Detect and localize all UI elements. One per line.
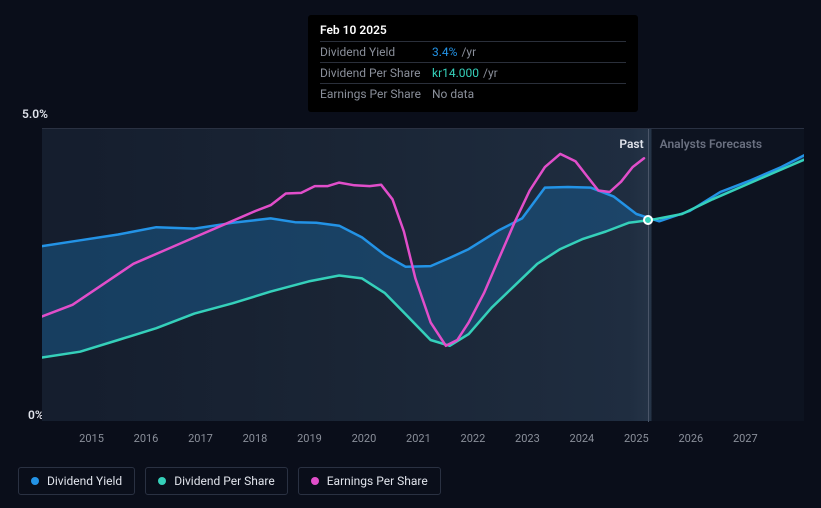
tooltip-row: Earnings Per ShareNo data <box>320 83 626 104</box>
x-tick: 2026 <box>678 432 703 445</box>
past-region-label: Past <box>619 137 643 151</box>
x-tick: 2018 <box>243 432 268 445</box>
legend-dot-icon <box>31 477 39 485</box>
x-tick: 2019 <box>297 432 322 445</box>
legend-item[interactable]: Dividend Per Share <box>145 467 288 495</box>
x-tick: 2021 <box>406 432 431 445</box>
legend-item-label: Dividend Per Share <box>174 474 275 488</box>
tooltip-row-label: Dividend Yield <box>320 45 432 59</box>
tooltip-row: Dividend Per Sharekr14.000/yr <box>320 62 626 83</box>
tooltip-row-value: kr14.000/yr <box>432 66 498 80</box>
chart-plot-area[interactable]: Past Analysts Forecasts <box>42 128 804 421</box>
tooltip-row-label: Dividend Per Share <box>320 66 432 80</box>
x-tick: 2025 <box>624 432 649 445</box>
tooltip-row-value: No data <box>432 87 474 101</box>
y-axis-max: 5.0% <box>22 107 48 121</box>
legend-dot-icon <box>158 477 166 485</box>
chart-svg <box>42 129 804 422</box>
cursor-dot <box>643 215 653 225</box>
legend-item-label: Earnings Per Share <box>327 474 428 488</box>
cursor-line <box>648 129 649 422</box>
legend: Dividend Yield Dividend Per Share Earnings… <box>18 467 441 495</box>
legend-item-label: Dividend Yield <box>47 474 122 488</box>
legend-dot-icon <box>311 477 319 485</box>
tooltip-date: Feb 10 2025 <box>320 23 626 41</box>
tooltip-row: Dividend Yield3.4%/yr <box>320 41 626 62</box>
tooltip-row-label: Earnings Per Share <box>320 87 432 101</box>
x-tick: 2022 <box>461 432 486 445</box>
tooltip-row-value: 3.4%/yr <box>432 45 476 59</box>
x-tick: 2020 <box>352 432 377 445</box>
legend-item[interactable]: Earnings Per Share <box>298 467 441 495</box>
legend-item[interactable]: Dividend Yield <box>18 467 135 495</box>
forecast-region-label: Analysts Forecasts <box>660 137 762 151</box>
x-tick: 2016 <box>134 432 159 445</box>
x-tick: 2027 <box>733 432 758 445</box>
x-tick: 2017 <box>188 432 213 445</box>
x-tick: 2015 <box>79 432 104 445</box>
chart-tooltip: Feb 10 2025 Dividend Yield3.4%/yrDividen… <box>308 15 638 112</box>
x-tick: 2023 <box>515 432 540 445</box>
x-tick: 2024 <box>570 432 595 445</box>
